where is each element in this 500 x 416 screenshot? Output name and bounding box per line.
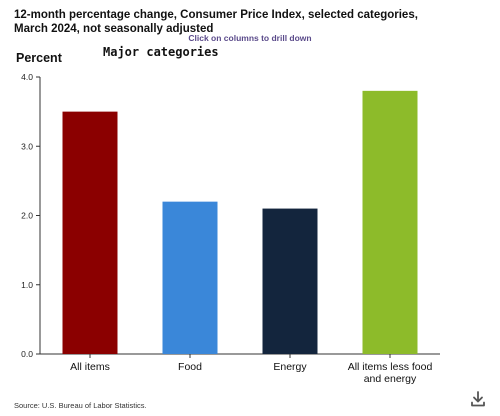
bar-all-items[interactable]	[62, 111, 118, 354]
y-tick-label: 0.0	[21, 349, 33, 359]
chart-heading: Major categories	[103, 45, 219, 59]
x-tick-label: All items	[70, 361, 110, 373]
x-tick-label: and energy	[364, 373, 417, 385]
y-tick-label: 2.0	[21, 211, 33, 221]
source-note: Source: U.S. Bureau of Labor Statistics.	[14, 401, 147, 410]
y-tick-label: 4.0	[21, 72, 33, 82]
y-tick-label: 3.0	[21, 141, 33, 151]
bar-all-items-less-food-and-energy[interactable]	[362, 90, 418, 354]
x-tick-label: All items less food	[348, 361, 433, 373]
download-button[interactable]	[469, 390, 487, 408]
download-icon	[471, 391, 485, 407]
chart-title: 12-month percentage change, Consumer Pri…	[14, 9, 418, 35]
x-tick-label: Food	[178, 361, 202, 373]
bar-energy[interactable]	[262, 208, 318, 354]
y-axis-label: Percent	[16, 51, 62, 65]
drill-down-hint: Click on columns to drill down	[188, 33, 312, 43]
bar-food[interactable]	[162, 201, 218, 354]
y-tick-label: 1.0	[21, 280, 33, 290]
x-tick-label: Energy	[273, 361, 307, 373]
